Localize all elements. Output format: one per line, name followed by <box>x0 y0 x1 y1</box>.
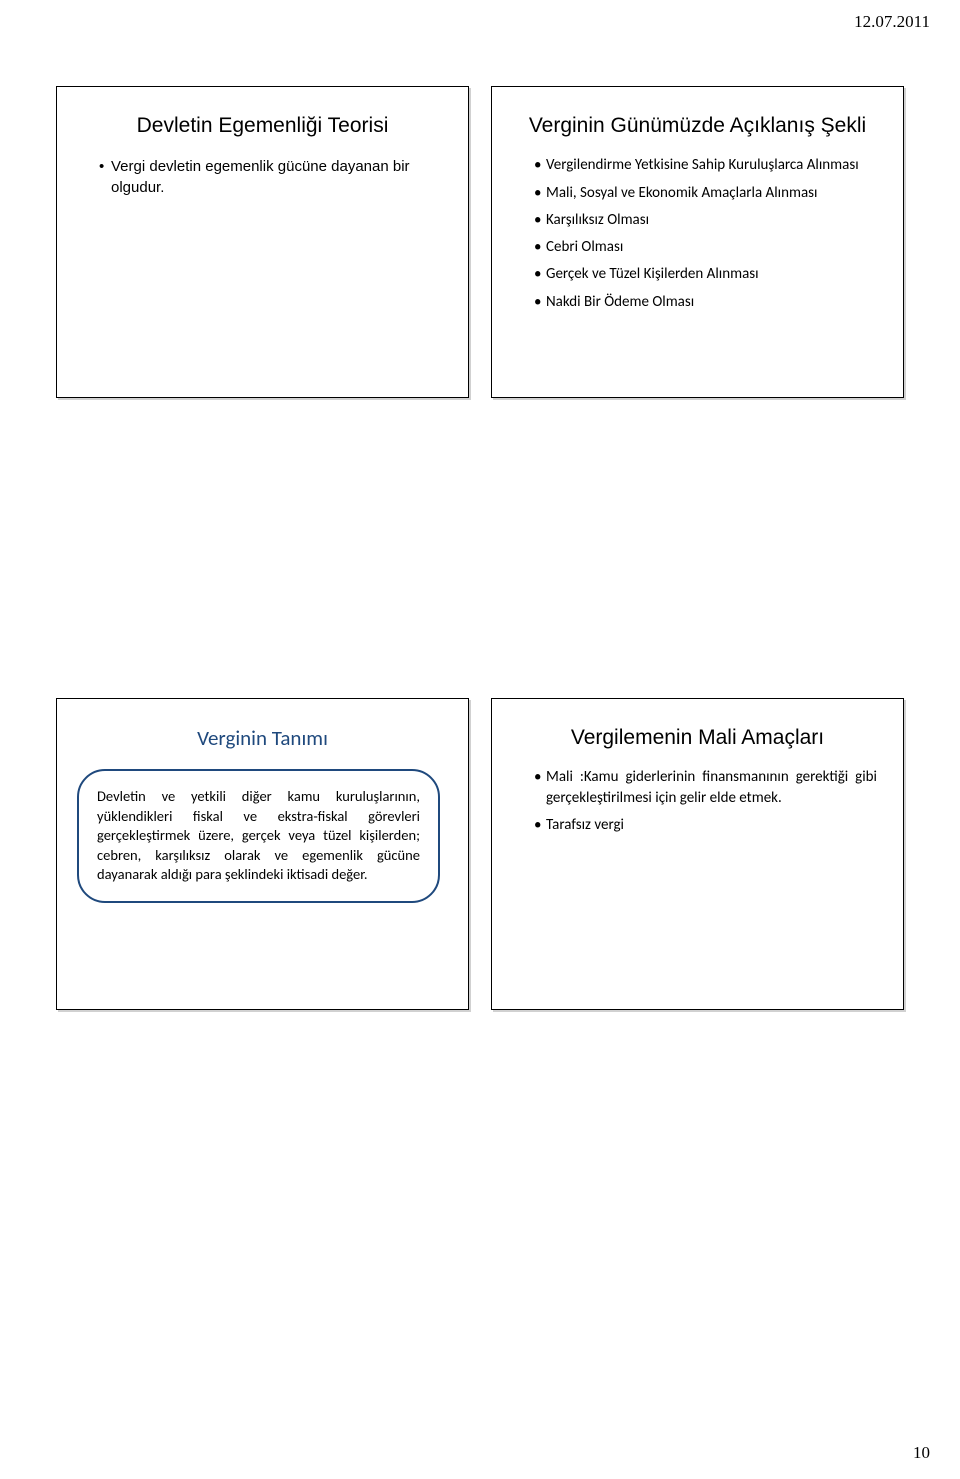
slide-4-bullet: Mali :Kamu giderlerinin finansmanının ge… <box>534 767 877 808</box>
slide-3-title: Verginin Tanımı <box>83 725 442 751</box>
slide-2: Verginin Günümüzde Açıklanış Şekli Vergi… <box>491 86 904 398</box>
slide-4-bullet: Tarafsız vergi <box>534 815 877 835</box>
footer-page-number: 10 <box>913 1443 930 1463</box>
slide-4-title: Vergilemenin Mali Amaçları <box>518 725 877 751</box>
slide-2-bullet: Karşılıksız Olması <box>534 210 877 230</box>
slide-grid: Devletin Egemenliği Teorisi Vergi devlet… <box>56 86 904 1010</box>
slide-1-bullet: Vergi devletin egemenlik gücüne dayanan … <box>99 157 442 198</box>
slide-2-bullet: Mali, Sosyal ve Ekonomik Amaçlarla Alınm… <box>534 183 877 203</box>
slide-1: Devletin Egemenliği Teorisi Vergi devlet… <box>56 86 469 398</box>
slide-2-list: Vergilendirme Yetkisine Sahip Kuruluşlar… <box>518 155 877 312</box>
slide-2-bullet: Nakdi Bir Ödeme Olması <box>534 292 877 312</box>
slide-3-definition-box: Devletin ve yetkili diğer kamu kuruluşla… <box>77 769 440 903</box>
slide-4: Vergilemenin Mali Amaçları Mali :Kamu gi… <box>491 698 904 1010</box>
slide-2-bullet: Gerçek ve Tüzel Kişilerden Alınması <box>534 264 877 284</box>
slide-2-bullet: Cebri Olması <box>534 237 877 257</box>
slide-2-bullet: Vergilendirme Yetkisine Sahip Kuruluşlar… <box>534 155 877 175</box>
slide-4-list: Mali :Kamu giderlerinin finansmanının ge… <box>518 767 877 835</box>
slide-2-title: Verginin Günümüzde Açıklanış Şekli <box>518 113 877 139</box>
slide-3: Verginin Tanımı Devletin ve yetkili diğe… <box>56 698 469 1010</box>
header-date: 12.07.2011 <box>854 12 930 32</box>
slide-1-list: Vergi devletin egemenlik gücüne dayanan … <box>83 157 442 198</box>
slide-1-title: Devletin Egemenliği Teorisi <box>83 113 442 139</box>
